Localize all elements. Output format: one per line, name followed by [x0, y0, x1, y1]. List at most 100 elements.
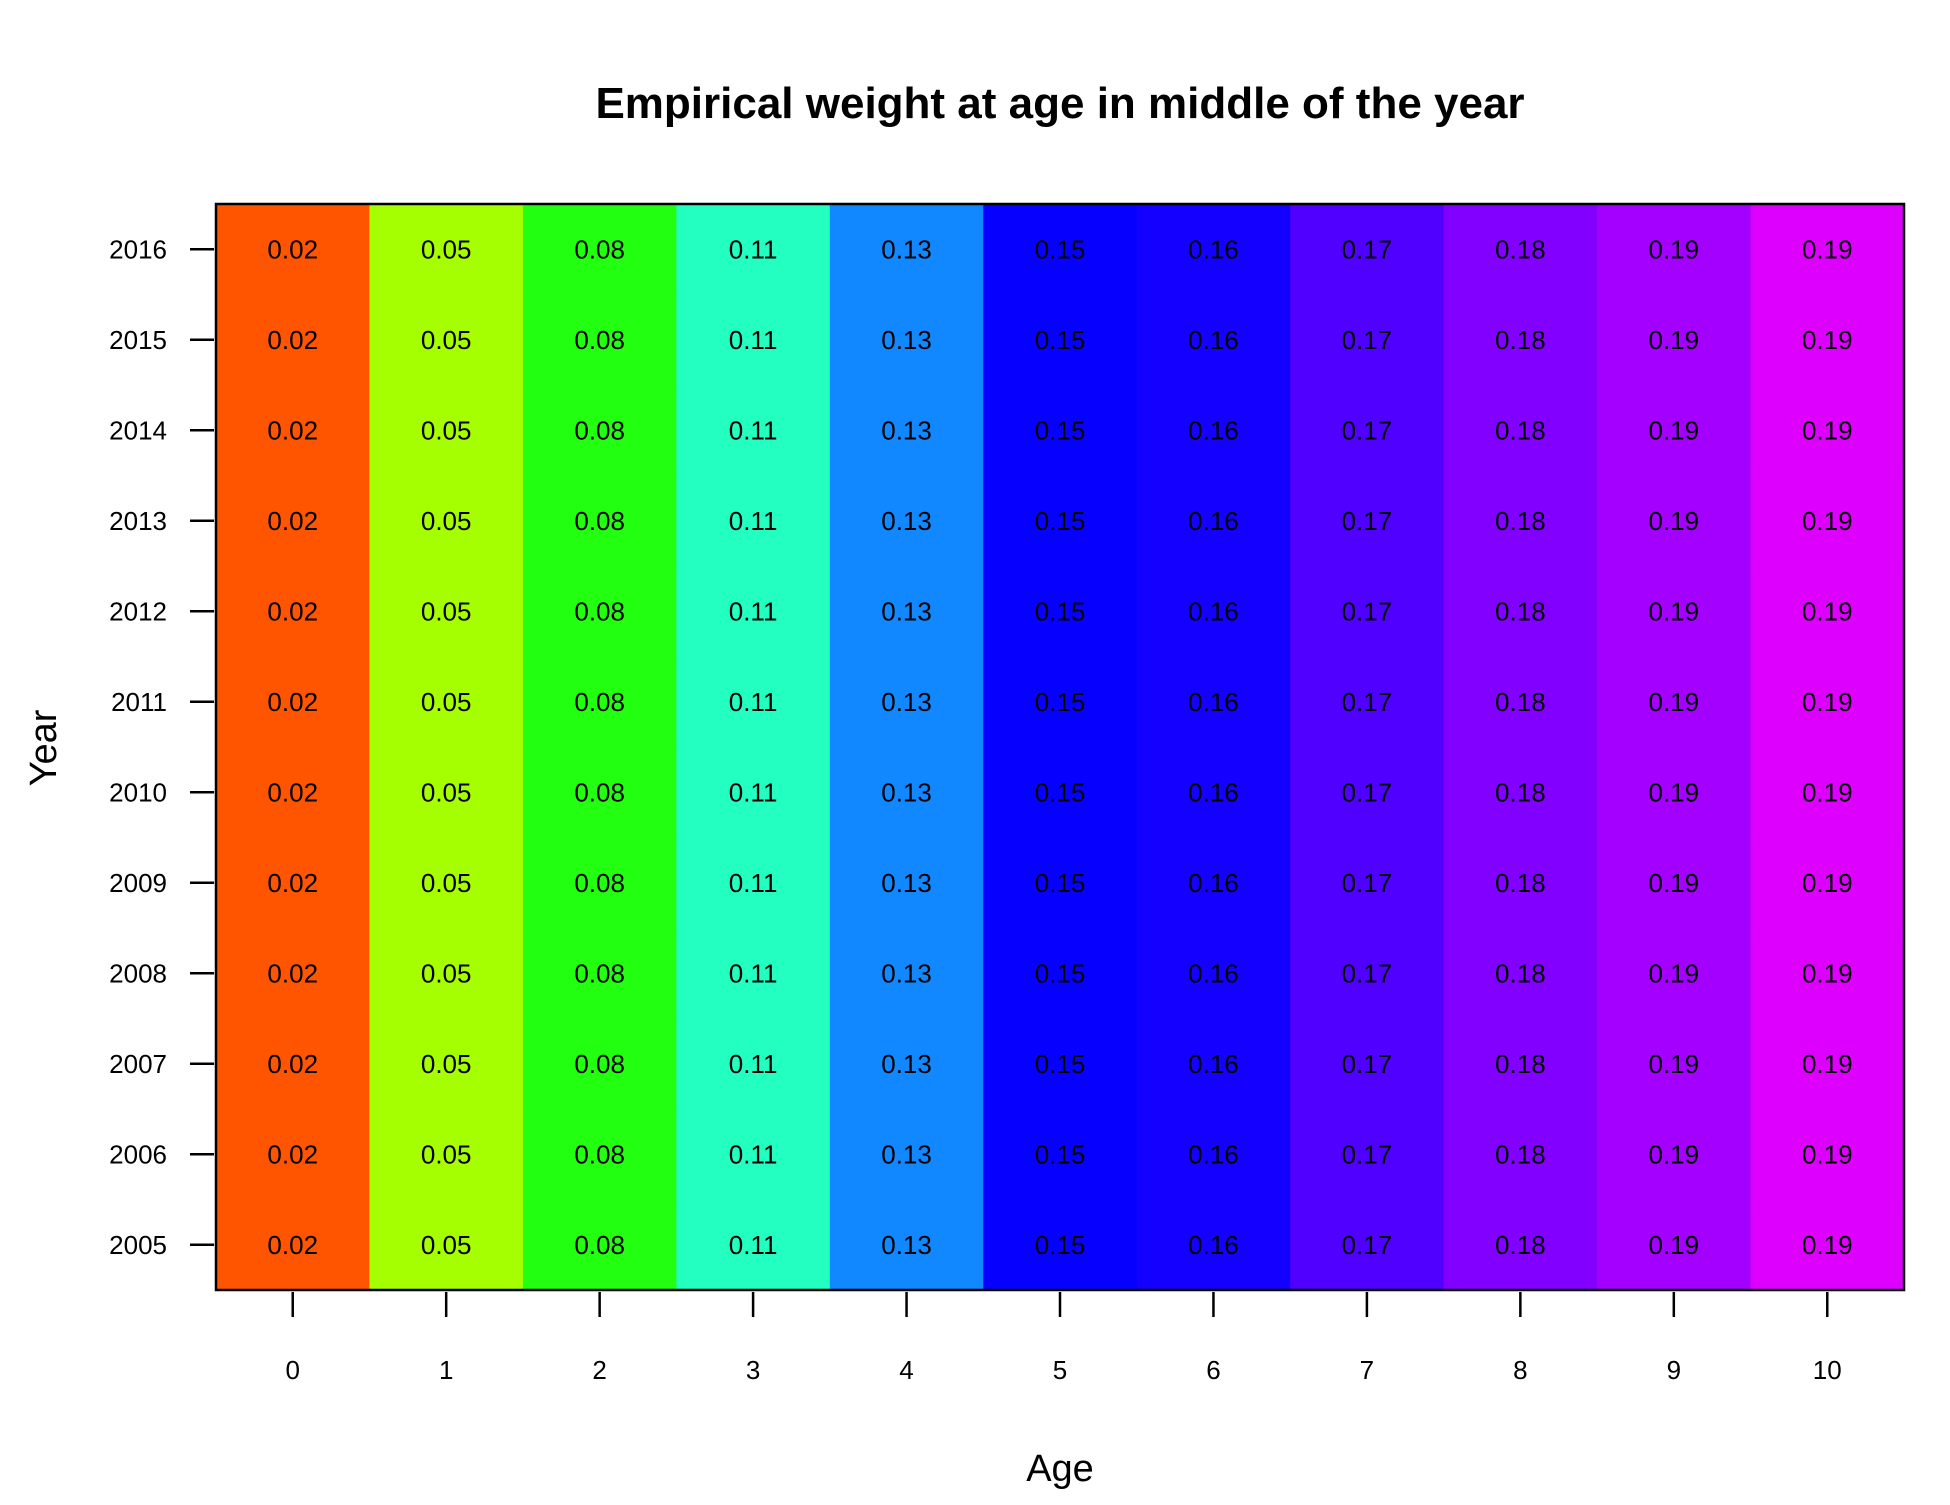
cell-value-label: 0.15: [1035, 1049, 1086, 1079]
heatmap-cell: [522, 1199, 677, 1291]
heatmap-cell: [983, 1109, 1138, 1201]
cell-value-label: 0.05: [421, 958, 472, 988]
cell-value-label: 0.18: [1495, 687, 1546, 717]
heatmap-cell: [1136, 656, 1291, 748]
cell-value-label: 0.17: [1342, 1139, 1393, 1169]
heatmap-cell: [983, 475, 1138, 567]
cell-value-label: 0.17: [1342, 415, 1393, 445]
cell-value-label: 0.02: [267, 777, 318, 807]
heatmap-cell: [983, 204, 1138, 296]
heatmap-cell: [216, 204, 371, 296]
cell-value-label: 0.08: [574, 687, 625, 717]
x-tick-label: 5: [1053, 1355, 1067, 1385]
heatmap-cell: [1597, 747, 1752, 839]
heatmap-cell: [522, 837, 677, 929]
heatmap-cell: [829, 656, 984, 748]
heatmap-cell: [369, 928, 524, 1020]
heatmap-cell: [1443, 385, 1598, 477]
heatmap-cell: [1597, 1199, 1752, 1291]
cell-value-label: 0.11: [729, 1049, 778, 1079]
cell-value-label: 0.02: [267, 234, 318, 264]
heatmap-cell: [1136, 1109, 1291, 1201]
heatmap-cell: [216, 747, 371, 839]
cell-value-label: 0.18: [1495, 958, 1546, 988]
cell-value-label: 0.13: [881, 1049, 932, 1079]
cell-value-label: 0.15: [1035, 777, 1086, 807]
cell-value-label: 0.15: [1035, 234, 1086, 264]
cell-value-label: 0.17: [1342, 868, 1393, 898]
y-tick-label: 2014: [109, 415, 167, 445]
y-axis: 2005 2006 2007 2008 2009 2010 2011 2012 2013 2014…: [109, 234, 214, 1260]
cell-value-label: 0.08: [574, 1230, 625, 1260]
heatmap-cell: [983, 385, 1138, 477]
cell-value-label: 0.08: [574, 777, 625, 807]
heatmap-cell: [1750, 656, 1905, 748]
cell-value-label: 0.19: [1649, 1139, 1700, 1169]
cell-value-label: 0.05: [421, 506, 472, 536]
heatmap-cell: [369, 1199, 524, 1291]
cell-value-label: 0.08: [574, 234, 625, 264]
cell-value-label: 0.16: [1188, 234, 1239, 264]
cell-value-label: 0.13: [881, 1139, 932, 1169]
cell-value-label: 0.13: [881, 325, 932, 355]
heatmap-cell: [676, 385, 831, 477]
heatmap-cell: [1290, 747, 1445, 839]
cell-value-label: 0.05: [421, 325, 472, 355]
heatmap-cell: [369, 656, 524, 748]
cell-value-label: 0.17: [1342, 958, 1393, 988]
heatmap-cell: [983, 566, 1138, 658]
cell-value-label: 0.18: [1495, 234, 1546, 264]
cell-value-label: 0.18: [1495, 596, 1546, 626]
y-tick-label: 2015: [109, 325, 167, 355]
heatmap-cell: [522, 928, 677, 1020]
heatmap-cell: [1136, 837, 1291, 929]
heatmap-cell: [1597, 204, 1752, 296]
cell-value-label: 0.15: [1035, 596, 1086, 626]
heatmap-cell: [829, 1109, 984, 1201]
cell-value-label: 0.17: [1342, 596, 1393, 626]
heatmap-cell: [983, 837, 1138, 929]
heatmap-cell: [1290, 928, 1445, 1020]
cell-value-label: 0.15: [1035, 1230, 1086, 1260]
cell-value-label: 0.13: [881, 868, 932, 898]
cell-value-label: 0.02: [267, 325, 318, 355]
cell-value-label: 0.19: [1802, 596, 1853, 626]
cell-value-label: 0.18: [1495, 1230, 1546, 1260]
cell-value-label: 0.17: [1342, 1230, 1393, 1260]
heatmap-cell: [1597, 656, 1752, 748]
heatmap-cell: [1136, 1018, 1291, 1110]
heatmap-cell: [216, 928, 371, 1020]
cell-value-label: 0.05: [421, 1230, 472, 1260]
heatmap-cell: [369, 475, 524, 567]
heatmap-cell: [1597, 1109, 1752, 1201]
y-tick-label: 2005: [109, 1230, 167, 1260]
x-tick-label: 3: [746, 1355, 760, 1385]
cell-value-label: 0.13: [881, 596, 932, 626]
heatmap-cell: [1136, 294, 1291, 386]
cell-value-label: 0.02: [267, 1139, 318, 1169]
cell-value-label: 0.19: [1802, 777, 1853, 807]
cell-value-label: 0.19: [1802, 687, 1853, 717]
heatmap-cell: [1290, 204, 1445, 296]
cell-value-label: 0.13: [881, 506, 932, 536]
cell-value-label: 0.13: [881, 415, 932, 445]
cell-value-label: 0.15: [1035, 506, 1086, 536]
heatmap-cell: [1443, 294, 1598, 386]
cell-value-label: 0.08: [574, 415, 625, 445]
cell-value-label: 0.08: [574, 596, 625, 626]
heatmap-cell: [1290, 1109, 1445, 1201]
cell-value-label: 0.19: [1802, 234, 1853, 264]
cell-value-label: 0.13: [881, 958, 932, 988]
heatmap-cell: [369, 385, 524, 477]
heatmap-cell: [522, 204, 677, 296]
cell-value-label: 0.13: [881, 777, 932, 807]
heatmap-cell: [1597, 294, 1752, 386]
cell-value-label: 0.17: [1342, 506, 1393, 536]
heatmap-cell: [1443, 837, 1598, 929]
cell-value-label: 0.13: [881, 687, 932, 717]
heatmap-cell: [369, 294, 524, 386]
heatmap-cell: [829, 1018, 984, 1110]
cell-value-label: 0.02: [267, 1049, 318, 1079]
cell-value-label: 0.02: [267, 1230, 318, 1260]
heatmap-cell: [1136, 928, 1291, 1020]
